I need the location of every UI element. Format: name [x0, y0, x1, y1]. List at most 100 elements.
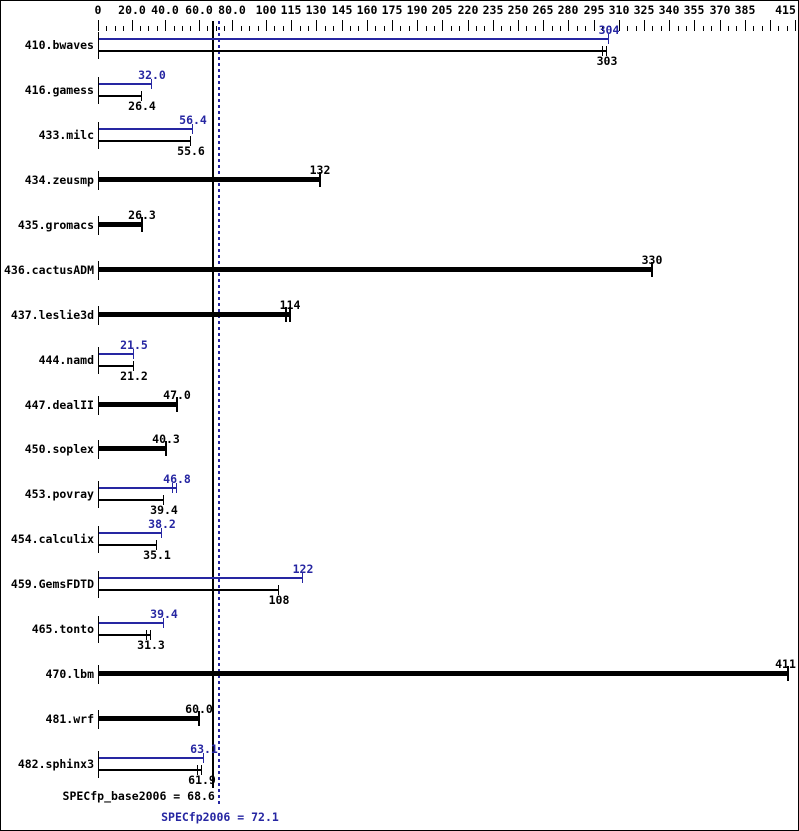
single-bar	[99, 267, 652, 272]
single-bar	[99, 312, 290, 317]
axis-minor-tick	[535, 26, 536, 31]
axis-tick-label: 60.0	[185, 3, 213, 17]
peak-value-label: 38.2	[148, 517, 176, 531]
axis-major-tick	[199, 20, 200, 31]
base-bar	[99, 140, 191, 142]
benchmark-label: 454.calculix	[10, 532, 94, 546]
axis-minor-tick	[602, 26, 603, 31]
axis-major-tick	[442, 20, 443, 31]
run-marker	[319, 172, 321, 187]
axis-minor-tick	[283, 26, 284, 31]
run-marker	[165, 441, 167, 456]
benchmark-axis-line	[98, 710, 99, 729]
axis-tick-label: 160	[356, 3, 378, 17]
base-bar	[99, 95, 142, 97]
benchmark-label: 481.wrf	[45, 712, 94, 726]
run-marker	[163, 618, 164, 628]
axis-minor-tick	[409, 26, 410, 31]
axis-minor-tick	[728, 26, 729, 31]
run-marker	[302, 573, 303, 583]
run-marker	[172, 483, 173, 493]
benchmark-axis-line	[98, 216, 99, 235]
peak-bar	[99, 487, 177, 489]
benchmark-label: 436.cactusADM	[3, 263, 94, 277]
axis-minor-tick	[510, 26, 511, 31]
benchmark-axis-line	[98, 751, 99, 778]
peak-value-label: 304	[598, 23, 620, 37]
base-bar	[99, 50, 607, 52]
axis-tick-label: 370	[709, 3, 731, 17]
axis-major-tick	[493, 20, 494, 31]
base-bar	[99, 499, 164, 501]
single-bar	[99, 177, 320, 182]
axis-minor-tick	[400, 26, 401, 31]
axis-tick-label: 115	[280, 3, 302, 17]
axis-minor-tick	[736, 26, 737, 31]
peak-bar	[99, 757, 204, 759]
peak-mean-line	[218, 21, 220, 807]
axis-minor-tick	[426, 26, 427, 31]
axis-major-tick	[745, 20, 746, 31]
benchmark-axis-line	[98, 171, 99, 190]
benchmark-label: 437.leslie3d	[10, 308, 94, 322]
axis-major-tick	[367, 20, 368, 31]
base-bar	[99, 589, 279, 591]
axis-minor-tick	[190, 26, 191, 31]
axis-minor-tick	[501, 26, 502, 31]
run-marker	[176, 483, 177, 493]
axis-major-tick	[594, 20, 595, 31]
axis-tick-label: 250	[507, 3, 529, 17]
axis-tick-label: 385	[734, 3, 756, 17]
axis-minor-tick	[762, 26, 763, 31]
axis-major-tick	[316, 20, 317, 31]
axis-minor-tick	[484, 26, 485, 31]
axis-tick-label: 175	[381, 3, 403, 17]
run-marker	[141, 91, 142, 101]
benchmark-label: 453.povray	[24, 487, 94, 501]
benchmark-axis-line	[98, 347, 99, 374]
axis-minor-tick	[711, 26, 712, 31]
axis-tick-label: 205	[431, 3, 453, 17]
benchmark-axis-line	[98, 261, 99, 280]
benchmark-axis-line	[98, 32, 99, 59]
single-bar	[99, 222, 142, 227]
axis-minor-tick	[585, 26, 586, 31]
run-marker	[289, 307, 291, 322]
axis-tick-label: 190	[406, 3, 428, 17]
axis-tick-label: 130	[305, 3, 327, 17]
axis-minor-tick	[661, 26, 662, 31]
base-value-label: 39.4	[150, 503, 178, 517]
axis-major-tick	[98, 20, 99, 31]
peak-bar	[99, 532, 162, 534]
benchmark-label: 435.gromacs	[17, 218, 94, 232]
axis-minor-tick	[459, 26, 460, 31]
peak-value-label: 56.4	[179, 113, 207, 127]
benchmark-axis-line	[98, 571, 99, 598]
run-marker	[602, 46, 603, 56]
axis-major-tick	[644, 20, 645, 31]
axis-tick-label: 415	[775, 3, 796, 17]
peak-value-label: 122	[292, 562, 314, 576]
axis-major-tick	[619, 20, 620, 31]
base-bar	[99, 769, 202, 771]
axis-minor-tick	[258, 26, 259, 31]
axis-minor-tick	[451, 26, 452, 31]
axis-major-tick	[543, 20, 544, 31]
run-marker	[163, 495, 164, 505]
base-value-label: 55.6	[177, 144, 205, 158]
axis-minor-tick	[358, 26, 359, 31]
axis-major-tick	[266, 20, 267, 31]
axis-minor-tick	[678, 26, 679, 31]
axis-major-tick	[132, 20, 133, 31]
single-bar	[99, 671, 788, 676]
axis-minor-tick	[140, 26, 141, 31]
run-marker	[133, 349, 134, 359]
axis-major-tick	[669, 20, 670, 31]
axis-minor-tick	[333, 26, 334, 31]
base-value-label: 26.4	[128, 99, 156, 113]
axis-minor-tick	[787, 26, 788, 31]
base-mean-line	[212, 21, 214, 788]
axis-major-tick	[770, 20, 771, 31]
benchmark-label: 447.dealII	[24, 398, 94, 412]
